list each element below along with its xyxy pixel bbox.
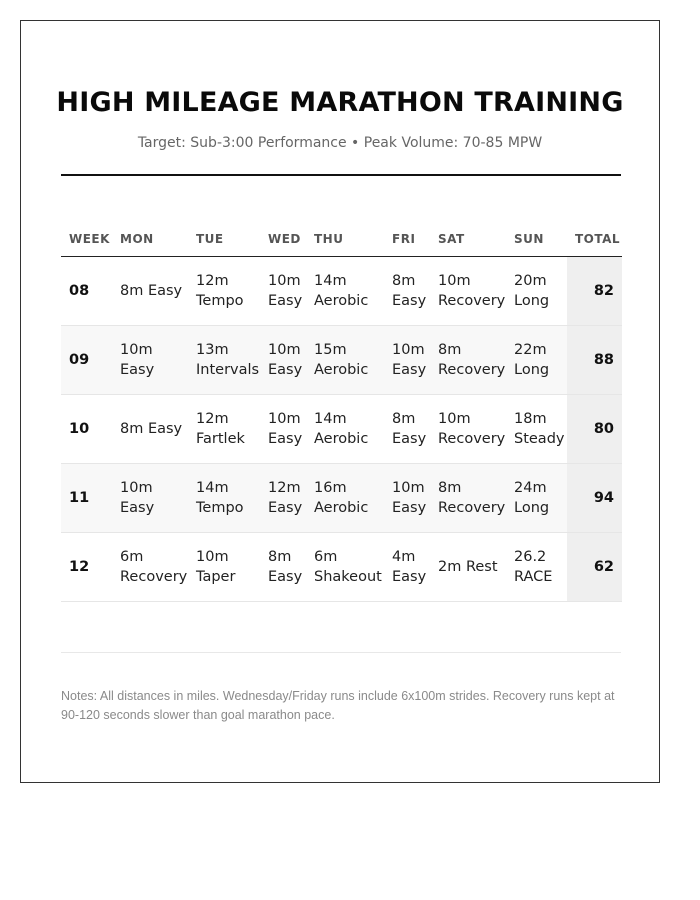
total-cell: 62 [567, 532, 622, 602]
wed-cell: 10m Easy [260, 256, 306, 326]
tue-cell: 12m Tempo [188, 256, 260, 326]
mon-cell: 6m Recovery [112, 532, 188, 602]
training-plan-page: HIGH MILEAGE MARATHON TRAINING Target: S… [20, 20, 660, 783]
week-cell: 12 [61, 532, 112, 602]
sat-cell: 10m Recovery [430, 256, 506, 326]
col-header-sat: SAT [430, 221, 506, 257]
table-row: 12 6m Recovery 10m Taper 8m Easy 6m Shak… [61, 532, 622, 602]
tue-cell: 14m Tempo [188, 463, 260, 533]
table-row: 08 8m Easy 12m Tempo 10m Easy 14m Aerobi… [61, 256, 622, 326]
sun-cell: 24m Long [506, 463, 567, 533]
col-header-total: TOTAL [567, 221, 622, 257]
col-header-mon: MON [112, 221, 188, 257]
col-header-wed: WED [260, 221, 306, 257]
thu-cell: 14m Aerobic [306, 394, 384, 464]
total-cell: 80 [567, 394, 622, 464]
tue-cell: 13m Intervals [188, 325, 260, 395]
fri-cell: 4m Easy [384, 532, 430, 602]
week-cell: 09 [61, 325, 112, 395]
fri-cell: 8m Easy [384, 394, 430, 464]
total-cell: 94 [567, 463, 622, 533]
sat-cell: 8m Recovery [430, 325, 506, 395]
wed-cell: 8m Easy [260, 532, 306, 602]
mon-cell: 10m Easy [112, 463, 188, 533]
thu-cell: 15m Aerobic [306, 325, 384, 395]
tue-cell: 12m Fartlek [188, 394, 260, 464]
sun-cell: 26.2 RACE [506, 532, 567, 602]
fri-cell: 10m Easy [384, 463, 430, 533]
week-cell: 08 [61, 256, 112, 326]
col-header-fri: FRI [384, 221, 430, 257]
week-cell: 10 [61, 394, 112, 464]
col-header-thu: THU [306, 221, 384, 257]
wed-cell: 10m Easy [260, 394, 306, 464]
total-cell: 82 [567, 256, 622, 326]
week-cell: 11 [61, 463, 112, 533]
sun-cell: 22m Long [506, 325, 567, 395]
page-subtitle: Target: Sub-3:00 Performance • Peak Volu… [137, 135, 543, 151]
wed-cell: 10m Easy [260, 325, 306, 395]
mon-cell: 10m Easy [112, 325, 188, 395]
notes-text: Notes: All distances in miles. Wednesday… [61, 689, 615, 722]
sun-cell: 20m Long [506, 256, 567, 326]
thu-cell: 16m Aerobic [306, 463, 384, 533]
training-schedule-table: WEEK MON TUE WED THU FRI SAT SUN TOTAL 0… [61, 221, 622, 602]
fri-cell: 10m Easy [384, 325, 430, 395]
notes-divider [61, 652, 621, 653]
table-row: 10 8m Easy 12m Fartlek 10m Easy 14m Aero… [61, 394, 622, 464]
mon-cell: 8m Easy [112, 256, 188, 326]
tue-cell: 10m Taper [188, 532, 260, 602]
table-row: 11 10m Easy 14m Tempo 12m Easy 16m Aerob… [61, 463, 622, 533]
col-header-tue: TUE [188, 221, 260, 257]
mon-cell: 8m Easy [112, 394, 188, 464]
table-header: WEEK MON TUE WED THU FRI SAT SUN TOTAL [61, 221, 622, 257]
fri-cell: 8m Easy [384, 256, 430, 326]
col-header-week: WEEK [61, 221, 112, 257]
title-divider [61, 174, 621, 176]
table-row: 09 10m Easy 13m Intervals 10m Easy 15m A… [61, 325, 622, 395]
col-header-sun: SUN [506, 221, 567, 257]
header-row: WEEK MON TUE WED THU FRI SAT SUN TOTAL [61, 221, 622, 257]
thu-cell: 14m Aerobic [306, 256, 384, 326]
page-title: HIGH MILEAGE MARATHON TRAINING [56, 87, 624, 118]
sat-cell: 2m Rest [430, 532, 506, 602]
sat-cell: 8m Recovery [430, 463, 506, 533]
table-body: 08 8m Easy 12m Tempo 10m Easy 14m Aerobi… [61, 256, 622, 602]
wed-cell: 12m Easy [260, 463, 306, 533]
sat-cell: 10m Recovery [430, 394, 506, 464]
total-cell: 88 [567, 325, 622, 395]
thu-cell: 6m Shakeout [306, 532, 384, 602]
sun-cell: 18m Steady [506, 394, 567, 464]
